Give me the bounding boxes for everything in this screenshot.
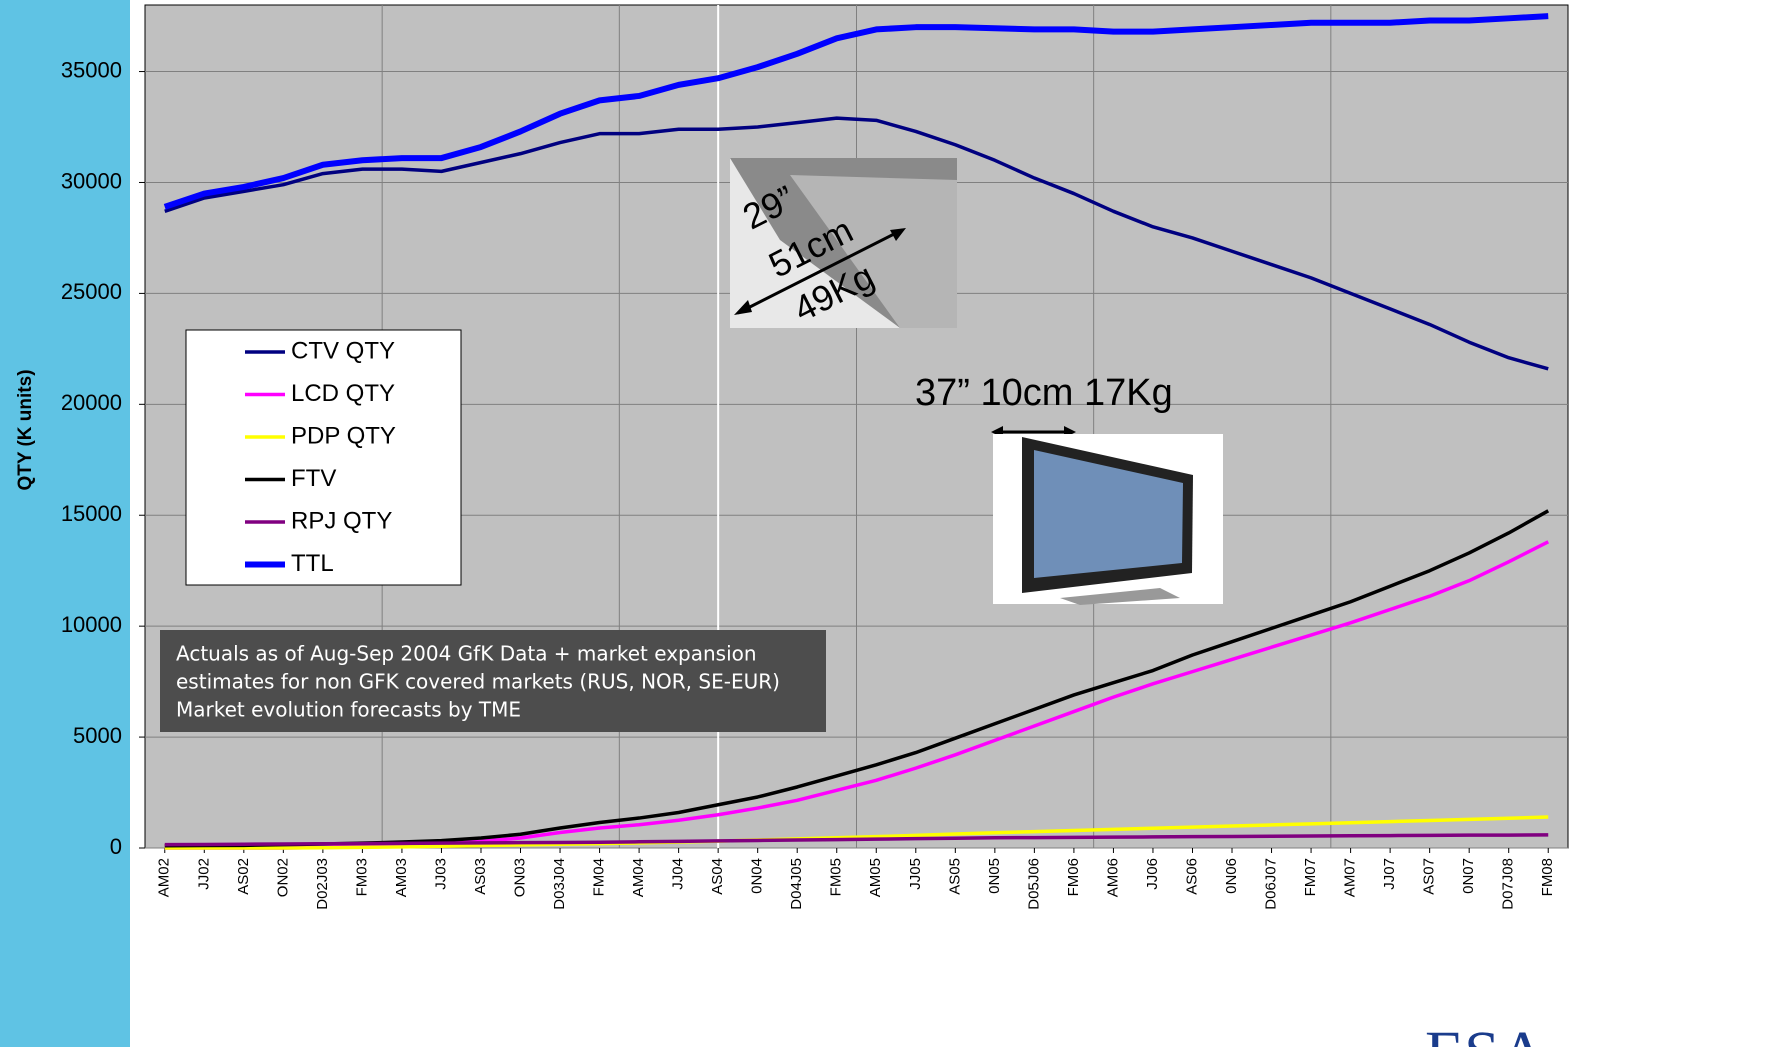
legend-label: RPJ QTY	[291, 507, 392, 534]
x-tick-label: 0N06	[1223, 858, 1240, 894]
x-tick-label: D07J08	[1500, 858, 1517, 910]
x-tick-label: 0N04	[749, 858, 766, 894]
lines	[163, 13, 1550, 850]
x-tick-label: FM08	[1539, 858, 1556, 896]
legend-label: PDP QTY	[291, 422, 396, 449]
x-tick-label: D05J06	[1025, 858, 1042, 910]
x-tick-label: AS04	[709, 858, 726, 895]
x-tick-label: 0N05	[986, 858, 1003, 894]
x-tick-label: JJ02	[195, 858, 212, 890]
y-tick-label: 25000	[61, 279, 122, 304]
x-tick-label: AM07	[1342, 858, 1359, 897]
x-tick-label: AS07	[1421, 858, 1438, 895]
x-tick-label: ON02	[274, 858, 291, 897]
annotation-line: estimates for non GFK covered markets (R…	[176, 670, 780, 694]
grid: 0 5000 10000 15000 20000 25000 30000 35000 AM02 J…	[61, 5, 1568, 1047]
x-tick-label: JJ03	[432, 858, 449, 890]
logo: ESA	[1425, 1018, 1546, 1047]
x-tick-label: AS02	[235, 858, 252, 895]
lcd-label: 37” 10cm 17Kg	[915, 372, 1173, 414]
x-tick-label: FM04	[591, 858, 608, 896]
crt-arrow	[737, 228, 903, 315]
x-tick-label: AM03	[393, 858, 410, 897]
x-tick-label: D04J05	[788, 858, 805, 910]
x-tick-label: AS03	[472, 858, 489, 895]
x-tick-label: AM05	[867, 858, 884, 897]
x-tick-label: FM05	[828, 858, 845, 896]
x-tick-label: FM03	[353, 858, 370, 896]
lcd-screen	[1034, 450, 1183, 578]
y-tick-label: 0	[110, 834, 122, 859]
crt-side	[790, 175, 957, 328]
y-tick-label: 15000	[61, 501, 122, 526]
x-tick-label: AM04	[630, 858, 647, 897]
x-tick-label: FM06	[1065, 858, 1082, 896]
legend-label: TTL	[291, 550, 334, 577]
y-tick-label: 30000	[61, 168, 122, 193]
series-line	[164, 815, 1549, 850]
annotation-box	[160, 630, 826, 732]
x-tick-label: FM07	[1302, 858, 1319, 896]
series-line	[163, 13, 1549, 210]
legend-label: CTV QTY	[291, 337, 395, 364]
lcd-image: 37” 10cm 17Kg	[915, 372, 1223, 605]
y-tick-label: 20000	[61, 390, 122, 415]
y-axis-label: QTY (K units)	[15, 369, 36, 490]
annotation-line: Actuals as of Aug-Sep 2004 GfK Data + ma…	[176, 642, 757, 666]
x-tick-label: JJ07	[1381, 858, 1398, 890]
x-tick-label: AS06	[1183, 858, 1200, 895]
side-band	[0, 0, 130, 1047]
x-tick-label: JJ05	[907, 858, 924, 890]
annotation-line: Market evolution forecasts by TME	[176, 698, 521, 722]
x-tick-label: D03J04	[551, 858, 568, 910]
y-tick-label: 5000	[73, 723, 122, 748]
x-tick-label: AM02	[156, 858, 173, 897]
x-tick-label: ON03	[511, 858, 528, 897]
x-tick-label: D06J07	[1263, 858, 1280, 910]
x-tick-label: AM06	[1104, 858, 1121, 897]
legend: CTV QTY LCD QTY PDP QTY FTV RPJ QTY TTL	[185, 329, 462, 586]
annotation: Actuals as of Aug-Sep 2004 GfK Data + ma…	[160, 630, 826, 732]
y-tick-label: 35000	[61, 57, 122, 82]
x-tick-label: JJ06	[1144, 858, 1161, 890]
x-tick-label: 0N07	[1460, 858, 1477, 894]
legend-label: FTV	[291, 465, 336, 492]
series-line	[164, 116, 1549, 371]
legend-box	[185, 329, 462, 586]
series-line	[164, 833, 1549, 847]
x-tick-label: D02J03	[314, 858, 331, 910]
x-tick-label: AS05	[946, 858, 963, 895]
lcd-stand	[1060, 588, 1180, 605]
crt-image: 29” 51cm 49Kg	[730, 158, 957, 330]
y-tick-label: 10000	[61, 612, 122, 637]
legend-label: LCD QTY	[291, 380, 395, 407]
x-tick-label: JJ04	[670, 858, 687, 890]
